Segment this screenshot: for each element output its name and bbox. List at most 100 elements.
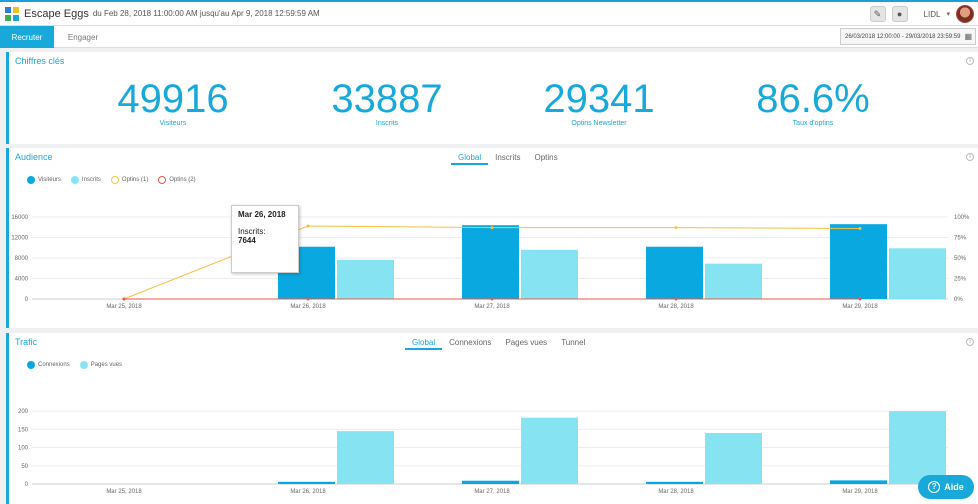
- legend-label: Inscrits: [81, 177, 101, 183]
- kpi-value: 29341: [543, 77, 655, 121]
- kpi-value: 86.6%: [756, 77, 870, 121]
- legend-item[interactable]: Inscrits: [70, 176, 101, 184]
- chevron-down-icon[interactable]: ▾: [946, 11, 950, 18]
- bar-pages-vues: [337, 431, 394, 484]
- legend-item[interactable]: Pages vues: [79, 361, 123, 369]
- legend-label: Optins (2): [169, 177, 196, 183]
- tab-pages-vues[interactable]: Pages vues: [505, 338, 548, 347]
- trafic-chart: 0 50 100 150 200 Mar 25, 2018 Mar 26, 2018 Mar …: [18, 409, 948, 495]
- y-tick-label: 16000: [11, 215, 28, 221]
- bar-visiteurs: [646, 246, 703, 299]
- line-point: [490, 226, 494, 230]
- legend-swatch: [70, 176, 79, 184]
- tab-engager[interactable]: Engager: [67, 32, 99, 42]
- line-point: [306, 224, 310, 228]
- legend-item[interactable]: Optins (1): [110, 176, 149, 184]
- avatar[interactable]: [956, 5, 974, 23]
- y-tick-label: 50: [21, 464, 28, 470]
- bar-inscrits: [889, 248, 946, 299]
- x-tick-label: Mar 26, 2018: [290, 304, 326, 310]
- legend-item[interactable]: Visiteurs: [27, 176, 61, 184]
- legend-label: Pages vues: [90, 362, 123, 368]
- bar-inscrits: [337, 259, 394, 299]
- bar-connexions: [830, 480, 887, 484]
- kpi-inscrits: 33887 Inscrits: [307, 78, 467, 127]
- date-range-picker[interactable]: 26/03/2018 12:00:00 - 29/03/2018 23:59:5…: [840, 28, 976, 45]
- audience-legend: Visiteurs Inscrits Optins (1) Optins (2): [27, 176, 196, 184]
- legend-swatch: [79, 361, 88, 369]
- bar-connexions: [646, 481, 703, 484]
- tab-global[interactable]: Global: [405, 337, 443, 350]
- y-tick-label: 8000: [15, 256, 29, 262]
- bar-visiteurs: [830, 224, 887, 299]
- line-point: [858, 226, 862, 230]
- help-icon: ?: [928, 481, 941, 493]
- y-tick-label: 100: [18, 446, 29, 452]
- info-icon[interactable]: i: [966, 338, 974, 346]
- x-tick-label: Mar 29, 2018: [842, 489, 878, 495]
- legend-label: Optins (1): [121, 177, 149, 183]
- x-tick-label: Mar 28, 2018: [658, 304, 694, 310]
- tab-recruter[interactable]: Recruter: [0, 26, 54, 48]
- tab-global[interactable]: Global: [451, 152, 489, 165]
- audience-chart: 0 4000 8000 12000 16000 0% 25% 50% 75% 100% Mar 25…: [11, 215, 970, 310]
- date-range-text: du Feb 28, 2018 11:00:00 AM jusqu'au Apr…: [92, 9, 320, 18]
- legend-item[interactable]: Connexions: [27, 361, 70, 369]
- top-bar: Escape Eggs du Feb 28, 2018 11:00:00 AM …: [0, 0, 978, 26]
- client-name[interactable]: LIDL: [923, 9, 941, 19]
- y-tick-label: 12000: [11, 236, 28, 242]
- legend-swatch: [27, 176, 35, 184]
- y-tick-label: 200: [18, 409, 29, 415]
- kpi-value: 49916: [117, 77, 229, 121]
- tooltip-date: Mar 26, 2018: [238, 210, 286, 219]
- x-tick-label: Mar 27, 2018: [474, 489, 510, 495]
- legend-label: Visiteurs: [38, 177, 61, 183]
- main-tab-bar: Recruter Engager 26/03/2018 12:00:00 - 2…: [0, 26, 978, 48]
- kpi-label: Inscrits: [375, 120, 399, 127]
- bar-inscrits: [521, 249, 578, 299]
- app-title: Escape Eggs: [24, 7, 89, 20]
- info-icon[interactable]: i: [966, 153, 974, 161]
- help-label: Aide: [944, 482, 964, 492]
- kpi-optins-newsletter: 29341 Optins Newsletter: [519, 78, 679, 127]
- legend-swatch: [110, 176, 119, 184]
- tab-inscrits[interactable]: Inscrits: [495, 153, 521, 162]
- kpi-panel-title: Chiffres clés: [15, 56, 65, 66]
- y2-tick-label: 75%: [954, 236, 967, 242]
- y-tick-label: 0: [25, 297, 29, 303]
- bar-connexions: [278, 481, 335, 484]
- trafic-tabs: Global Connexions Pages vues Tunnel: [405, 337, 592, 350]
- tab-tunnel[interactable]: Tunnel: [561, 338, 586, 347]
- line-point: [674, 297, 678, 301]
- chart-tooltip: Mar 26, 2018 Inscrits: 7644: [231, 205, 299, 273]
- tab-optins[interactable]: Optins: [534, 153, 558, 162]
- audience-tabs: Global Inscrits Optins: [451, 152, 565, 165]
- x-tick-label: Mar 28, 2018: [658, 489, 694, 495]
- tooltip-series: Inscrits:: [238, 227, 266, 236]
- bar-connexions: [462, 480, 519, 484]
- info-icon[interactable]: i: [966, 57, 974, 65]
- trafic-panel-title: Trafic: [15, 337, 38, 347]
- audience-panel-title: Audience: [15, 152, 53, 162]
- bar-pages-vues: [889, 411, 946, 484]
- user-icon[interactable]: ●: [891, 6, 908, 22]
- help-button[interactable]: ? Aide: [918, 475, 974, 499]
- legend-label: Connexions: [38, 362, 70, 368]
- bar-inscrits: [705, 263, 762, 299]
- tab-connexions[interactable]: Connexions: [449, 338, 492, 347]
- line-point: [122, 297, 126, 301]
- x-tick-label: Mar 29, 2018: [842, 304, 878, 310]
- legend-item[interactable]: Optins (2): [158, 176, 196, 184]
- x-tick-label: Mar 25, 2018: [106, 304, 142, 310]
- bar-visiteurs: [462, 225, 519, 299]
- edit-icon[interactable]: ✎: [869, 6, 886, 22]
- x-tick-label: Mar 25, 2018: [106, 489, 142, 495]
- kpi-visiteurs: 49916 Visiteurs: [93, 78, 253, 127]
- line-point: [490, 297, 494, 301]
- trafic-legend: Connexions Pages vues: [27, 361, 122, 369]
- calendar-icon[interactable]: ▦: [964, 32, 972, 41]
- kpi-panel: Chiffres clés i 49916 Visiteurs 33887 In…: [6, 52, 978, 144]
- kpi-label: Visiteurs: [159, 120, 187, 127]
- trafic-panel: Trafic i Global Connexions Pages vues Tu…: [6, 333, 978, 504]
- line-point: [674, 226, 678, 230]
